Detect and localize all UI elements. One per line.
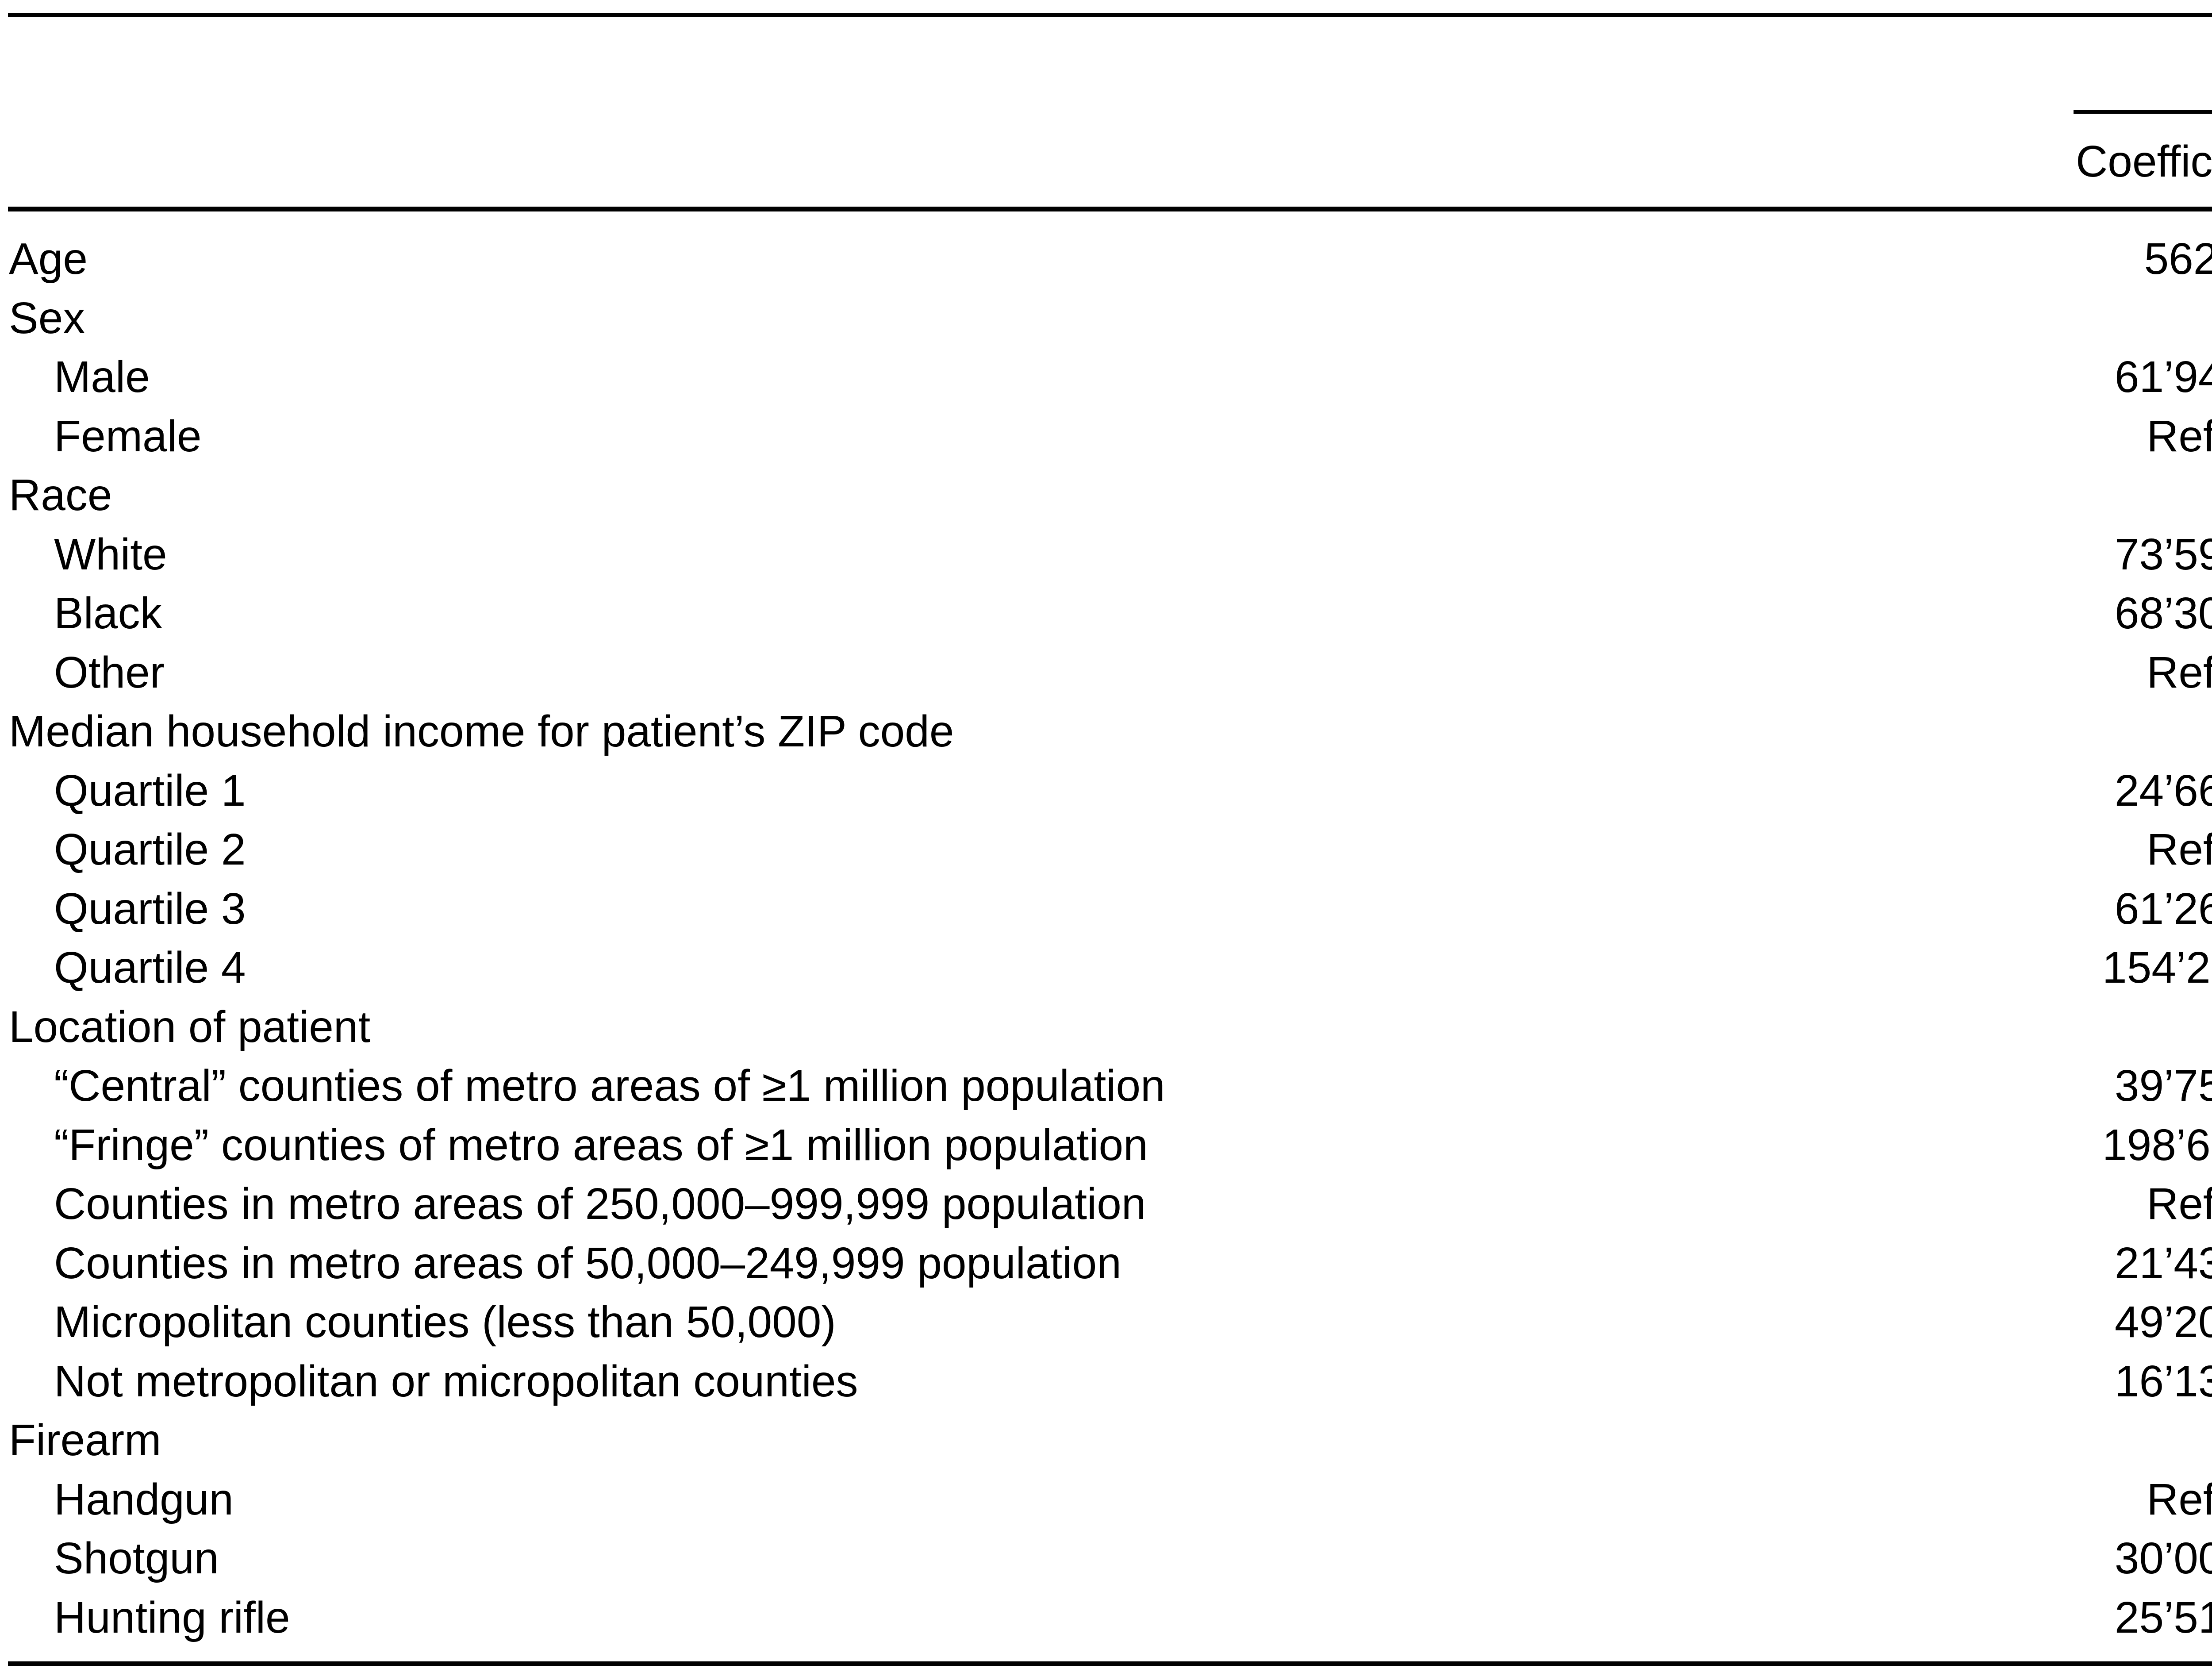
header-bottom-rule (8, 207, 2212, 211)
table-row: Shotgun 30’006 .639 (0, 1529, 2212, 1588)
table-body: Age 562 .539 Sex Male 61’948 .204 Female… (0, 230, 2212, 1647)
table-row: Quartile 1 24’663 .569 (0, 761, 2212, 821)
row-label: Quartile 1 (54, 765, 246, 815)
coefficient-value (2053, 702, 2212, 761)
row-label: Counties in metro areas of 50,000–249,99… (54, 1238, 1121, 1288)
table-row: Quartile 2 Ref — (0, 820, 2212, 880)
table-row: Male 61’948 .204 (0, 348, 2212, 407)
table-row: Quartile 3 61’260 .240 (0, 880, 2212, 939)
table-row: Female Ref — (0, 407, 2212, 466)
table-row: Race (0, 466, 2212, 525)
row-label: Quartile 4 (54, 943, 246, 992)
table-row: Counties in metro areas of 250,000–999,9… (0, 1175, 2212, 1234)
row-label: Female (54, 411, 202, 461)
coefficient-value (2053, 998, 2212, 1057)
coefficient-value: 198’610 (2102, 1120, 2212, 1170)
coefficient-value: 39’755 (2114, 1061, 2212, 1111)
table-row: Black 68’300 .442 (0, 584, 2212, 643)
label-column-spacer (0, 134, 2053, 189)
table-row: Micropolitan counties (less than 50,000)… (0, 1293, 2212, 1352)
row-label: Black (54, 588, 162, 638)
row-label: White (54, 529, 167, 579)
column-header-row: Coefficient P-Value (0, 134, 2212, 189)
row-label: Not metropolitan or micropolitan countie… (54, 1356, 858, 1406)
row-label: Hunting rifle (54, 1592, 290, 1642)
row-label: “Fringe” counties of metro areas of ≥1 m… (54, 1120, 1148, 1170)
row-label: Quartile 3 (54, 884, 246, 934)
coefficient-value (2053, 289, 2212, 348)
table-row: Location of patient (0, 998, 2212, 1057)
coefficient-value: 562 (2144, 234, 2212, 284)
coefficient-value (2053, 466, 2212, 525)
column-group-header: Hospital Charges (2074, 42, 2212, 97)
coefficient-value: Ref (2147, 825, 2212, 874)
row-label: Handgun (54, 1474, 234, 1524)
row-label: Male (54, 352, 150, 402)
row-label: Age (9, 234, 88, 284)
row-label: Other (54, 647, 165, 697)
coefficient-column-header: Coefficient (2076, 137, 2212, 186)
coefficient-value: 61’260 (2114, 884, 2212, 934)
table-row: Quartile 4 154’257 .003* (0, 938, 2212, 998)
table-row: Not metropolitan or micropolitan countie… (0, 1352, 2212, 1411)
table-row: Firearm (0, 1411, 2212, 1470)
table-top-rule (8, 13, 2212, 17)
coefficient-value: 16’133 (2114, 1356, 2212, 1406)
table-row: Sex (0, 289, 2212, 348)
coefficient-value: 24’663 (2114, 765, 2212, 815)
row-label: Quartile 2 (54, 825, 246, 874)
coefficient-value: 49’206 (2114, 1297, 2212, 1347)
group-header-underline-rule (2074, 110, 2212, 114)
coefficient-value: Ref (2147, 1474, 2212, 1524)
coefficient-value (2053, 1411, 2212, 1470)
table-row: “Central” counties of metro areas of ≥1 … (0, 1057, 2212, 1116)
coefficient-value: Ref (2147, 1179, 2212, 1229)
coefficient-value: 68’300 (2114, 588, 2212, 638)
row-label: Sex (9, 293, 85, 343)
table-bottom-rule (8, 1661, 2212, 1666)
row-label: Location of patient (9, 1002, 371, 1052)
coefficient-value: 61’948 (2114, 352, 2212, 402)
table-row: Counties in metro areas of 50,000–249,99… (0, 1234, 2212, 1293)
table-row: Other Ref — (0, 643, 2212, 703)
coefficient-value: Ref (2147, 647, 2212, 697)
coefficient-value: 21’434 (2114, 1238, 2212, 1288)
table-row: Hunting rifle 25’513 .774 (0, 1588, 2212, 1648)
table-row: Median household income for patient’s ZI… (0, 702, 2212, 761)
coefficient-value: Ref (2147, 411, 2212, 461)
coefficient-value: 25’513 (2114, 1592, 2212, 1642)
row-label: Race (9, 470, 112, 520)
table-row: “Fringe” counties of metro areas of ≥1 m… (0, 1116, 2212, 1175)
row-label: Shotgun (54, 1534, 219, 1583)
row-label: Counties in metro areas of 250,000–999,9… (54, 1179, 1146, 1229)
row-label: Median household income for patient’s ZI… (9, 707, 954, 756)
row-label: Firearm (9, 1415, 161, 1465)
row-label: Micropolitan counties (less than 50,000) (54, 1297, 836, 1347)
table-row: White 73’595 .184 (0, 525, 2212, 584)
coefficient-value: 154’257 (2102, 943, 2212, 992)
table-row: Handgun Ref — (0, 1470, 2212, 1530)
table-row: Age 562 .539 (0, 230, 2212, 289)
coefficient-value: 73’595 (2114, 529, 2212, 579)
row-label: “Central” counties of metro areas of ≥1 … (54, 1061, 1165, 1111)
coefficient-value: 30’006 (2114, 1534, 2212, 1583)
